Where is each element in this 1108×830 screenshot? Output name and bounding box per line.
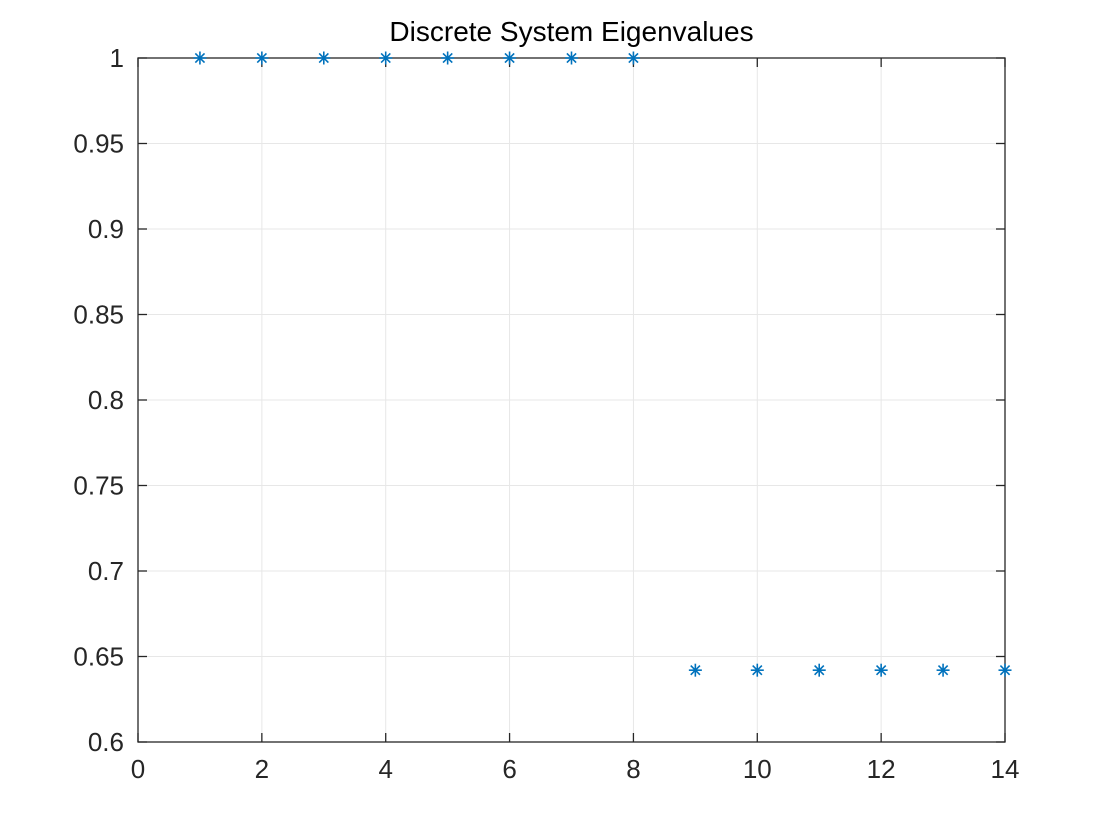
eigenvalue-marker <box>441 51 455 65</box>
eigenvalue-marker <box>688 663 702 677</box>
eigenvalue-marker <box>255 51 269 65</box>
y-tick-label: 0.95 <box>73 129 124 159</box>
x-tick-label: 6 <box>502 754 516 784</box>
x-tick-label: 14 <box>991 754 1020 784</box>
y-tick-label: 0.75 <box>73 471 124 501</box>
y-tick-label: 0.7 <box>88 556 124 586</box>
y-tick-label: 0.85 <box>73 300 124 330</box>
y-tick-label: 1 <box>110 43 124 73</box>
series-eigenvalues <box>193 51 1012 677</box>
x-tick-label: 4 <box>378 754 392 784</box>
eigenvalue-marker <box>565 51 578 65</box>
eigenvalue-marker <box>626 51 640 65</box>
y-tick-label: 0.9 <box>88 214 124 244</box>
eigenvalue-marker <box>812 663 826 677</box>
eigenvalue-marker <box>750 663 764 677</box>
x-tick-label: 8 <box>626 754 640 784</box>
eigenvalue-marker <box>874 663 888 677</box>
x-tick-label: 0 <box>131 754 145 784</box>
eigenvalue-marker <box>503 51 517 65</box>
eigenvalue-marker <box>317 51 331 65</box>
eigenvalue-marker <box>936 663 950 677</box>
y-tick-label: 0.65 <box>73 642 124 672</box>
x-tick-label: 10 <box>743 754 772 784</box>
x-tick-label: 2 <box>255 754 269 784</box>
grid-lines <box>138 58 1005 742</box>
eigenvalue-marker <box>193 51 207 65</box>
tick-labels: 0 2 4 6 8 10 12 14 0.6 0.65 0.7 0.75 0.8 0.85 0.9 0.95 1 <box>73 43 1019 784</box>
eigenvalue-marker <box>998 663 1012 677</box>
chart-title: Discrete System Eigenvalues <box>389 16 754 47</box>
x-tick-label: 12 <box>867 754 896 784</box>
y-tick-label: 0.8 <box>88 385 124 415</box>
eigenvalue-marker <box>379 51 393 65</box>
y-tick-label: 0.6 <box>88 727 124 757</box>
